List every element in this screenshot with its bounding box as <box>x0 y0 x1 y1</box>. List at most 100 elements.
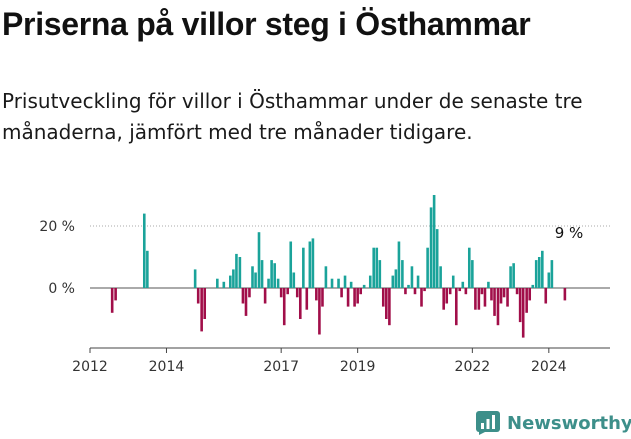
bar <box>337 278 340 288</box>
bar <box>385 288 388 319</box>
bar <box>302 247 305 288</box>
bar <box>222 281 226 288</box>
bar <box>340 288 343 298</box>
annotations: 9 % <box>555 224 584 242</box>
annotation-label: 9 % <box>555 224 584 242</box>
bar <box>401 260 404 288</box>
bar <box>229 275 232 288</box>
bar <box>448 288 452 295</box>
bar <box>232 269 235 288</box>
bar <box>467 247 471 288</box>
bar <box>407 284 410 288</box>
bar <box>506 288 509 307</box>
bar <box>346 288 350 307</box>
bar <box>251 266 254 288</box>
bar <box>321 288 324 307</box>
bar <box>499 288 503 304</box>
bar <box>318 288 321 335</box>
bars <box>110 195 567 338</box>
y-axis-labels: 20 % 0 % <box>39 219 75 297</box>
bar <box>308 241 312 288</box>
bar <box>257 232 261 288</box>
bar <box>490 288 493 301</box>
bar <box>368 275 372 288</box>
bar <box>241 288 245 304</box>
bar <box>375 247 379 288</box>
bar <box>289 241 293 288</box>
bar <box>525 288 528 313</box>
bar <box>544 288 548 304</box>
bar <box>451 275 455 288</box>
y-tick-label: 0 % <box>48 281 75 297</box>
bar <box>458 288 462 292</box>
bar <box>496 288 500 326</box>
bar <box>391 275 395 288</box>
bar <box>439 266 442 288</box>
bar <box>420 288 423 307</box>
bar <box>286 288 289 295</box>
bar <box>528 288 532 301</box>
bar <box>487 281 490 288</box>
bar <box>282 288 286 326</box>
bar <box>429 207 433 288</box>
bar-chart-logo-icon <box>476 411 500 435</box>
bar <box>330 278 334 288</box>
bar <box>404 288 407 295</box>
bar <box>480 288 484 295</box>
bar <box>203 288 207 319</box>
bar <box>362 284 366 288</box>
bar <box>279 288 283 298</box>
x-tick-label: 2017 <box>263 359 299 375</box>
bar <box>254 272 257 288</box>
x-tick-label: 2014 <box>149 359 185 375</box>
bar <box>142 213 146 288</box>
bar <box>515 288 519 295</box>
bar <box>381 288 385 307</box>
bar <box>349 281 353 288</box>
bar <box>378 260 382 288</box>
bar <box>114 288 117 301</box>
bar <box>413 288 417 295</box>
bar <box>260 260 264 288</box>
bar <box>410 266 414 288</box>
chart-subtitle: Prisutveckling för villor i Östhammar un… <box>2 89 583 144</box>
bar <box>477 288 481 310</box>
bar <box>537 257 541 288</box>
bar <box>550 260 554 288</box>
x-axis: 2012 2014 2017 2019 2022 2024 <box>72 347 610 375</box>
x-tick-label: 2024 <box>531 359 567 375</box>
bar <box>388 288 391 326</box>
bar <box>216 278 219 288</box>
bar <box>353 288 356 307</box>
bar <box>454 288 458 326</box>
bar <box>324 266 328 288</box>
bar <box>521 288 525 338</box>
bar <box>474 288 477 310</box>
bar <box>534 260 538 288</box>
brand-logo: Newsworthy <box>476 408 631 438</box>
bar <box>311 238 315 288</box>
bar <box>493 288 496 316</box>
bar <box>471 260 474 288</box>
bar <box>235 253 238 288</box>
bar <box>248 288 251 298</box>
y-tick-label: 20 % <box>39 219 75 235</box>
bar <box>267 278 270 288</box>
bar <box>292 272 296 288</box>
bar <box>416 275 420 288</box>
bar <box>356 288 359 304</box>
bar <box>397 241 401 288</box>
bar <box>298 288 302 319</box>
bar <box>394 269 398 288</box>
bar <box>196 288 200 304</box>
bar <box>146 250 149 288</box>
bar <box>509 266 512 288</box>
chart-title: Priserna på villor steg i Östhammar <box>2 6 531 42</box>
bar <box>461 281 465 288</box>
bar <box>464 288 468 295</box>
bar <box>432 195 436 288</box>
x-tick-label: 2019 <box>340 359 376 375</box>
bar <box>423 288 426 292</box>
bar <box>442 288 445 310</box>
bar <box>315 288 318 301</box>
